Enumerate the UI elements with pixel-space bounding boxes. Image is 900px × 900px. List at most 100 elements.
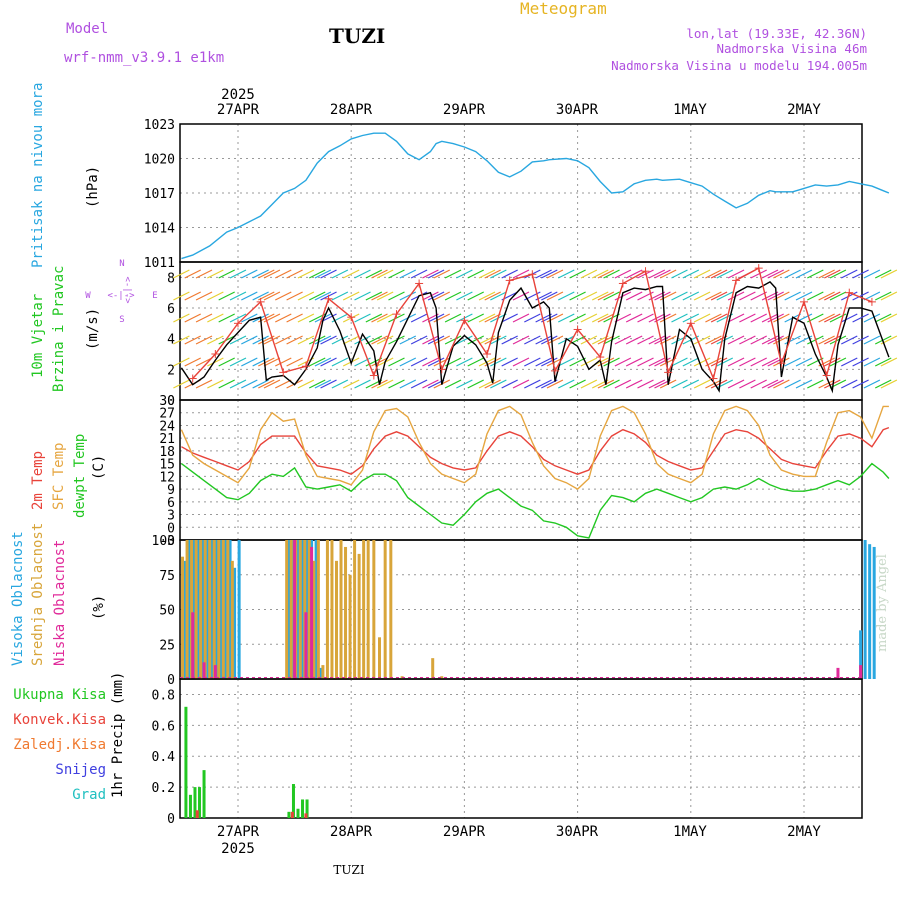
- cloud-bar: [196, 540, 200, 679]
- wind-arrow: [818, 335, 835, 345]
- cloud-bar: [310, 546, 314, 679]
- wind-arrow: [824, 313, 841, 323]
- wind-arrow: [444, 379, 462, 389]
- cloud-bar: [859, 630, 863, 679]
- wind-arrow: [807, 291, 824, 301]
- wind-arrow: [625, 357, 643, 367]
- wind-arrow: [433, 335, 451, 345]
- wind-arrow: [512, 379, 530, 389]
- wind-arrow: [314, 357, 332, 367]
- wind-arrow: [399, 357, 417, 367]
- wind-arrow: [705, 269, 722, 279]
- wind-arrow: [252, 335, 269, 345]
- wind-arrow: [263, 269, 281, 279]
- cloud-bar: [353, 540, 357, 679]
- cloud-panel: 0 25 50 75 100: [152, 534, 876, 688]
- precip-bar: [193, 787, 197, 818]
- cloud-bar: [301, 540, 305, 679]
- wind-arrow: [456, 335, 473, 345]
- wind-arrow: [501, 335, 518, 345]
- wind-arrow: [427, 269, 445, 279]
- wind-arrow: [371, 269, 388, 279]
- wind-arrow: [705, 335, 722, 345]
- wind-arrow: [710, 291, 728, 301]
- wind-arrow: [314, 291, 332, 301]
- wind-arrow: [218, 269, 235, 279]
- precip-ytick: 0: [167, 812, 175, 827]
- cloud-bar: [208, 540, 212, 679]
- wind-arrow: [184, 269, 201, 279]
- wind-arrow: [371, 335, 388, 345]
- wind-arrow: [541, 335, 558, 345]
- wind-arrow: [388, 335, 405, 345]
- wind-arrow: [693, 357, 711, 367]
- wind-ytick: 2: [167, 363, 175, 378]
- precip-bar: [304, 813, 308, 818]
- wind-arrow: [637, 313, 654, 323]
- wind-arrow: [229, 335, 247, 345]
- wind-arrow: [880, 379, 898, 389]
- wind-arrow: [727, 291, 745, 301]
- cloud-bar: [296, 540, 300, 679]
- compass-s: S: [119, 315, 124, 325]
- wind-arrow: [275, 269, 292, 279]
- wind-arrow: [716, 269, 734, 279]
- wind-arrow: [173, 291, 190, 301]
- wind-arrow: [705, 313, 722, 323]
- wind-arrow: [829, 335, 847, 345]
- wind-arrow: [569, 269, 586, 279]
- wind-arrow: [218, 291, 235, 301]
- wind-arrow: [597, 269, 615, 279]
- temp-ytick: 21: [159, 432, 175, 447]
- wind-arrow: [478, 291, 496, 301]
- wind-arrow: [512, 269, 530, 279]
- wind-arrow: [541, 269, 558, 279]
- wind-arrow: [614, 269, 632, 279]
- wind-arrow: [331, 291, 349, 301]
- cloud-bar: [221, 540, 225, 679]
- wind-arrow: [784, 291, 801, 301]
- wind-arrow: [727, 313, 745, 323]
- wind-arrow: [750, 379, 767, 389]
- wind-arrow: [195, 357, 213, 367]
- model-name: wrf-nmm_v3.9.1 e1km: [64, 50, 224, 66]
- wind-arrow: [195, 313, 213, 323]
- wind-arrow: [444, 269, 462, 279]
- wind-arrow: [874, 357, 892, 367]
- top-date-labels: 2025 27APR 28APR 29APR 30APR 1MAY 2MAY: [217, 87, 822, 118]
- wind-arrow: [852, 379, 869, 389]
- cloud-bar: [319, 667, 323, 679]
- wind-arrow: [524, 313, 541, 323]
- wind-arrow: [252, 357, 269, 367]
- wind-arrow: [795, 357, 813, 367]
- wind-arrow: [614, 335, 632, 345]
- wind-arrow: [625, 313, 643, 323]
- wind-arrow: [546, 379, 564, 389]
- cloud-bar: [305, 540, 309, 679]
- cloud-bar: [187, 540, 191, 679]
- precip-bar: [287, 811, 291, 818]
- wind-arrow: [874, 379, 892, 389]
- temp-line-dewpt-temp: [180, 462, 890, 539]
- wind-arrow: [750, 269, 767, 279]
- wind-arrow: [275, 291, 292, 301]
- precip-bar: [184, 706, 188, 818]
- cloud-label-low: Niska Oblacnost: [52, 540, 68, 666]
- wind-arrow: [241, 291, 258, 301]
- wind-arrow: [331, 379, 349, 389]
- wind-arrow: [229, 291, 247, 301]
- wind-arrow: [297, 291, 315, 301]
- wind-arrow: [258, 379, 275, 389]
- compass-n: N: [119, 259, 124, 269]
- cloud-bar: [213, 665, 217, 679]
- wind-arrow: [637, 379, 654, 389]
- pressure-label: Pritisak na nivou mora: [30, 83, 46, 268]
- lonlat-info: lon,lat (19.33E, 42.36N): [686, 26, 867, 41]
- wind-arrow: [252, 269, 269, 279]
- temp-ytick: 30: [159, 394, 175, 409]
- wind-arrow: [229, 357, 247, 367]
- wind-arrow: [218, 379, 235, 389]
- wind-arrow: [501, 357, 518, 367]
- wind-arrow: [710, 379, 728, 389]
